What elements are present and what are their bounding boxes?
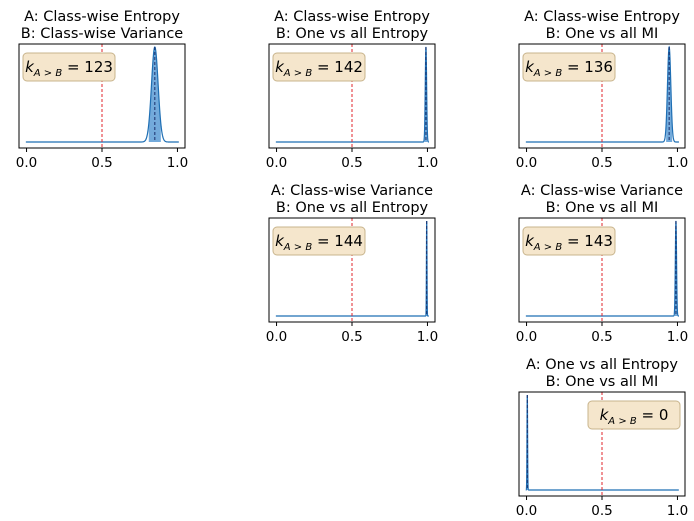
subplot-title-a: A: Class-wise Variance <box>521 183 683 199</box>
x-tick-label: 0.0 <box>266 155 287 171</box>
x-tick-label: 0.5 <box>591 503 612 519</box>
x-tick-label: 0.0 <box>266 329 287 345</box>
x-tick-label: 0.5 <box>341 329 362 345</box>
k-annotation-box <box>587 400 681 430</box>
subplot-title-a: A: Class-wise Entropy <box>274 9 430 25</box>
subplot-title-a: A: Class-wise Variance <box>271 183 433 199</box>
x-tick-label: 0.0 <box>16 155 37 171</box>
density-curve <box>525 45 679 143</box>
subplot-title-a: A: Class-wise Entropy <box>24 9 180 25</box>
density-curve <box>525 220 679 317</box>
x-tick-label: 1.0 <box>417 155 438 171</box>
k-annotation-text: kA > B = 143 <box>525 232 613 253</box>
k-annotation-text: kA > B = 144 <box>275 232 363 253</box>
k-annotation-box <box>272 52 366 82</box>
x-tick-label: 1.0 <box>667 503 688 519</box>
k-annotation-text: kA > B = 0 <box>600 406 669 427</box>
k-annotation-box <box>522 52 616 82</box>
x-tick-label: 0.5 <box>591 329 612 345</box>
k-annotation-text: kA > B = 123 <box>25 58 113 79</box>
x-tick-label: 0.5 <box>591 155 612 171</box>
k-annotation-text: kA > B = 136 <box>525 58 613 79</box>
density-curve <box>525 394 679 491</box>
subplot-title-a: A: One vs all Entropy <box>526 357 678 373</box>
subplot-title-b: B: One vs all Entropy <box>276 200 429 216</box>
k-annotation-box <box>272 226 366 256</box>
k-annotation-box <box>22 52 116 82</box>
x-tick-label: 0.5 <box>91 155 112 171</box>
subplot-title-b: B: Class-wise Variance <box>21 26 184 42</box>
density-curve <box>275 220 429 317</box>
x-tick-label: 1.0 <box>417 329 438 345</box>
density-curve <box>25 46 179 143</box>
x-tick-label: 1.0 <box>167 155 188 171</box>
x-tick-label: 0.0 <box>516 503 537 519</box>
subplot-title-b: B: One vs all MI <box>546 200 659 216</box>
k-annotation-text: kA > B = 142 <box>275 58 363 79</box>
x-tick-label: 0.0 <box>516 329 537 345</box>
x-tick-label: 0.5 <box>341 155 362 171</box>
density-curve <box>275 46 429 143</box>
k-annotation-box <box>522 226 616 256</box>
x-tick-label: 1.0 <box>667 329 688 345</box>
subplot-title-b: B: One vs all MI <box>546 26 659 42</box>
subplot-title-b: B: One vs all Entropy <box>276 26 429 42</box>
x-tick-label: 0.0 <box>516 155 537 171</box>
subplot-title-a: A: Class-wise Entropy <box>524 9 680 25</box>
subplot-title-b: B: One vs all MI <box>546 374 659 390</box>
x-tick-label: 1.0 <box>667 155 688 171</box>
